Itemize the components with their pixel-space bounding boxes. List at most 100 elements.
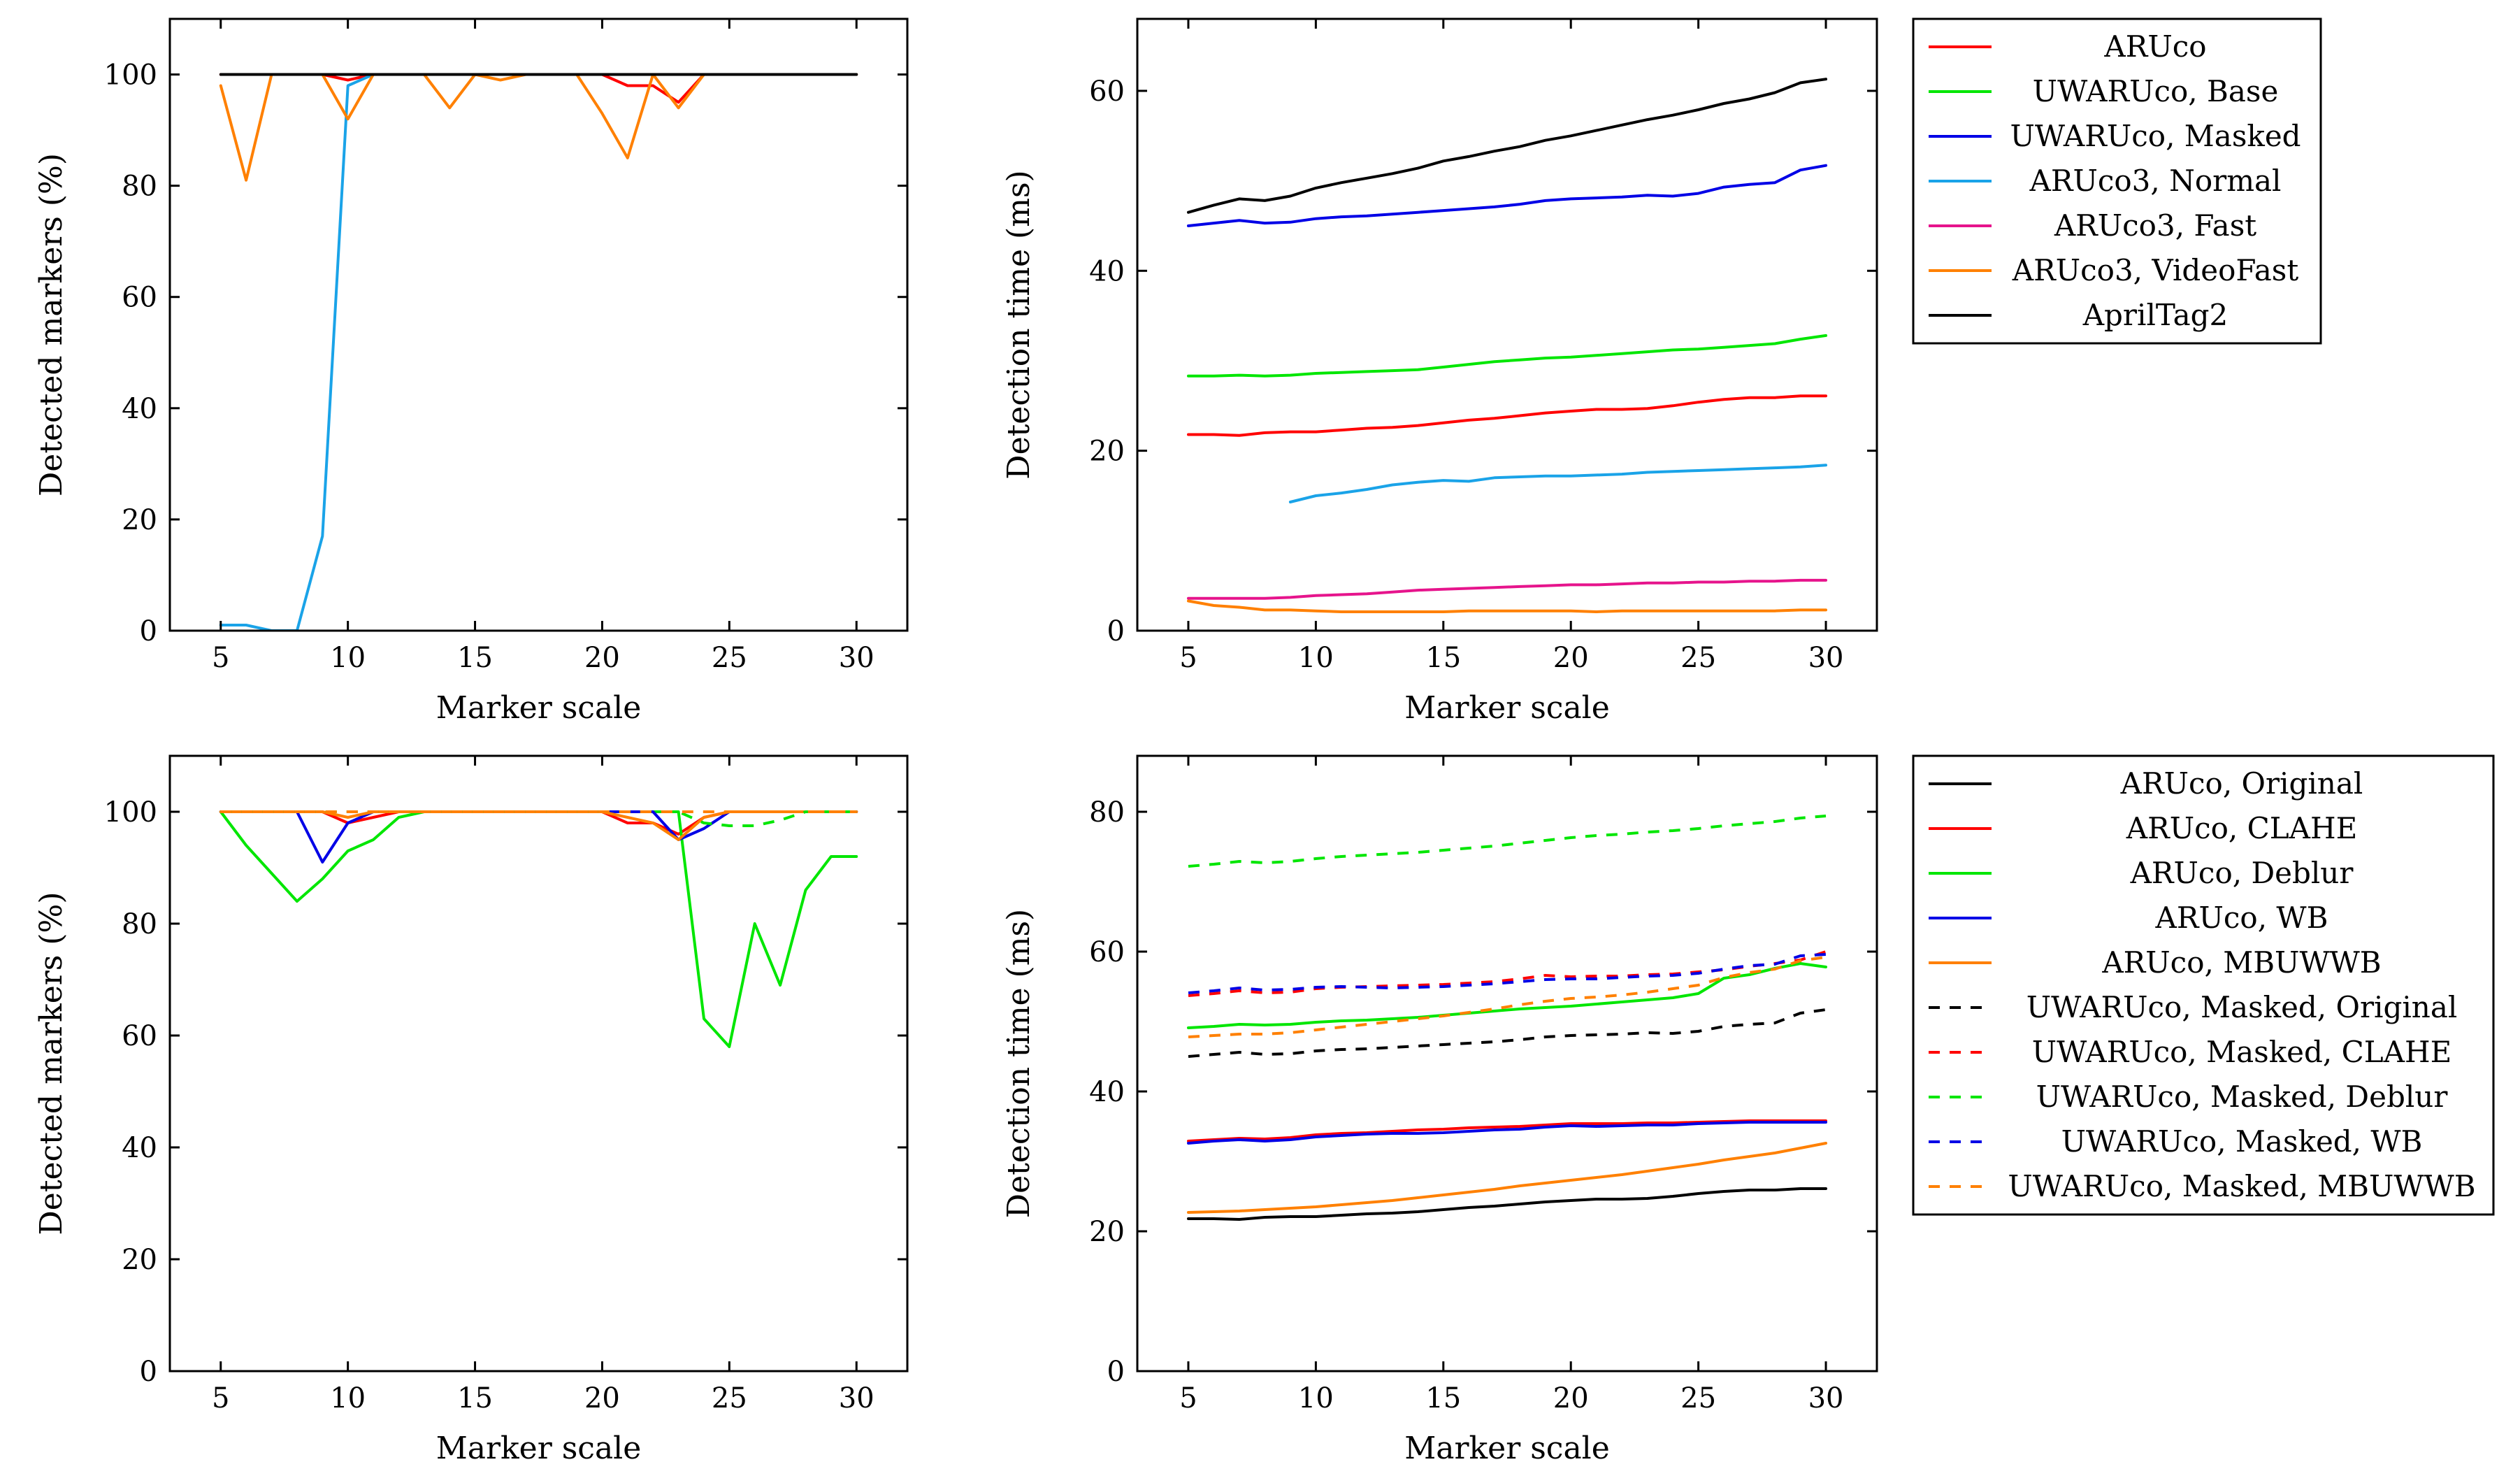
legend-entry: UWARUco, Base: [2033, 74, 2279, 108]
series-line-aruco3-normal: [219, 73, 858, 631]
legend-entry: ARUco, WB: [2155, 901, 2328, 935]
legend-entry: AprilTag2: [2082, 298, 2229, 332]
x-tick-label: 10: [1298, 642, 1334, 674]
x-axis-label: Marker scale: [1404, 690, 1610, 726]
x-tick-label: 10: [1298, 1382, 1334, 1414]
y-tick-label: 20: [1089, 436, 1125, 468]
chart-detected-top: 5 10 15 20 25 30 0 20 40 60 80 100 Marker scale Detec…: [34, 17, 909, 726]
y-tick-label: 100: [104, 59, 157, 92]
legend-entry: UWARUco, Masked, CLAHE: [2032, 1035, 2451, 1069]
series-line-aruco-wb: [1187, 1121, 1827, 1145]
legend-entry: UWARUco, Masked, WB: [2061, 1124, 2423, 1159]
x-tick-label: 15: [1425, 642, 1461, 674]
series-line-uwaruco-masked: [1187, 164, 1827, 227]
series-line-uwaruco-masked-deblur: [1188, 815, 1827, 868]
y-tick-label: 60: [122, 282, 157, 314]
y-tick-label: 20: [122, 504, 157, 536]
series-line-uwaruco-masked-original: [1188, 1008, 1827, 1058]
chart-time-bottom: 5 10 15 20 25 30 0 20 40 60 80 Marker scale Detectio…: [1001, 754, 2495, 1466]
y-axis-label: Detected markers (%): [34, 892, 69, 1235]
y-tick-label: 40: [122, 393, 157, 425]
y-tick-label: 0: [140, 1356, 157, 1388]
series-line-aruco3-normal: [1288, 464, 1827, 503]
legend-entry: UWARUco, Masked, Original: [2026, 990, 2458, 1024]
y-tick-label: 80: [1089, 796, 1125, 829]
series-group: [1187, 815, 1827, 1221]
series-group: [219, 810, 858, 1048]
series-line-uwaruco-base: [1187, 334, 1827, 378]
legend: ARUco UWARUco, Base UWARUco, Masked ARUco3,…: [1912, 17, 2322, 345]
x-tick-label: 25: [712, 1382, 747, 1414]
series-group: [1187, 78, 1827, 613]
x-tick-label: 30: [839, 642, 874, 674]
y-tick-label: 60: [122, 1020, 157, 1052]
y-tick-label: 0: [1107, 1356, 1125, 1388]
x-tick-label: 30: [839, 1382, 874, 1414]
series-line-aruco3-videofast: [1187, 599, 1827, 613]
x-tick-label: 15: [457, 642, 493, 674]
series-line-aruco-mbuwwb: [219, 810, 858, 841]
x-tick-label: 15: [1425, 1382, 1461, 1414]
y-tick-label: 100: [104, 796, 157, 829]
legend-entry: ARUco, MBUWWB: [2101, 945, 2381, 980]
legend-entry: ARUco: [2103, 29, 2206, 64]
y-tick-label: 60: [1089, 936, 1125, 968]
y-tick-label: 20: [122, 1244, 157, 1276]
x-tick-label: 10: [330, 1382, 366, 1414]
series-line-uwaruco-masked-wb: [1188, 953, 1827, 994]
chart-detected-bottom: 5 10 15 20 25 30 0 20 40 60 80 100 Marker scale Detec…: [34, 754, 909, 1466]
series-line-aruco: [219, 73, 858, 104]
x-tick-label: 25: [712, 642, 747, 674]
series-line-aruco-original: [1187, 1187, 1827, 1221]
y-tick-label: 20: [1089, 1216, 1125, 1248]
x-tick-label: 5: [212, 1382, 229, 1414]
y-tick-label: 60: [1089, 76, 1125, 108]
chart-time-top: 5 10 15 20 25 30 0 20 40 60 Marker scale Detection …: [1001, 17, 2322, 726]
x-tick-label: 5: [1179, 642, 1197, 674]
x-tick-label: 25: [1680, 642, 1716, 674]
series-line-aruco-mbuwwb: [1187, 1142, 1827, 1214]
plot-frame: [1136, 17, 1878, 632]
x-tick-label: 10: [330, 642, 366, 674]
legend-entry: ARUco, CLAHE: [2126, 811, 2358, 845]
legend-box: [1912, 754, 2495, 1216]
y-axis-label: Detected markers (%): [34, 153, 69, 496]
y-tick-label: 40: [122, 1132, 157, 1164]
series-line-uwaruco-masked-mbuwwb: [1188, 956, 1827, 1038]
y-tick-label: 0: [140, 615, 157, 647]
series-line-aruco3-fast: [1187, 578, 1827, 600]
x-tick-label: 20: [1553, 642, 1589, 674]
legend-entry: UWARUco, Masked, Deblur: [2036, 1080, 2449, 1114]
plot-frame: [168, 754, 909, 1373]
series-line-aruco3-videofast: [219, 73, 858, 182]
legend: ARUco, Original ARUco, CLAHE ARUco, Deblur…: [1912, 754, 2495, 1216]
legend-entry: UWARUco, Masked, MBUWWB: [2008, 1169, 2475, 1203]
x-axis-label: Marker scale: [436, 1431, 642, 1466]
plot-frame: [1136, 754, 1878, 1373]
y-tick-label: 40: [1089, 1076, 1125, 1108]
series-group: [219, 73, 858, 631]
x-tick-label: 5: [212, 642, 229, 674]
legend-entry: ARUco3, Fast: [2054, 208, 2256, 243]
series-line-apriltag2: [1187, 78, 1827, 214]
legend-entry: ARUco, Deblur: [2130, 856, 2354, 890]
x-tick-label: 5: [1179, 1382, 1197, 1414]
y-tick-label: 40: [1089, 255, 1125, 287]
series-line-aruco: [1187, 394, 1827, 437]
series-line-uwaruco-masked-deblur: [220, 810, 857, 827]
legend-entry: UWARUco, Masked: [2010, 119, 2301, 153]
y-axis-label: Detection time (ms): [1001, 909, 1037, 1218]
x-tick-label: 30: [1808, 1382, 1844, 1414]
x-tick-label: 25: [1680, 1382, 1716, 1414]
y-axis-label: Detection time (ms): [1001, 170, 1037, 479]
y-tick-label: 80: [122, 171, 157, 203]
x-tick-label: 15: [457, 1382, 493, 1414]
series-line-aruco-wb: [219, 810, 858, 864]
y-tick-label: 0: [1107, 615, 1125, 647]
legend-entry: ARUco3, VideoFast: [2012, 253, 2299, 287]
series-line-uwaruco-masked-clahe: [1188, 950, 1827, 997]
x-tick-label: 20: [1553, 1382, 1589, 1414]
x-axis-label: Marker scale: [436, 690, 642, 726]
x-axis-label: Marker scale: [1404, 1431, 1610, 1466]
